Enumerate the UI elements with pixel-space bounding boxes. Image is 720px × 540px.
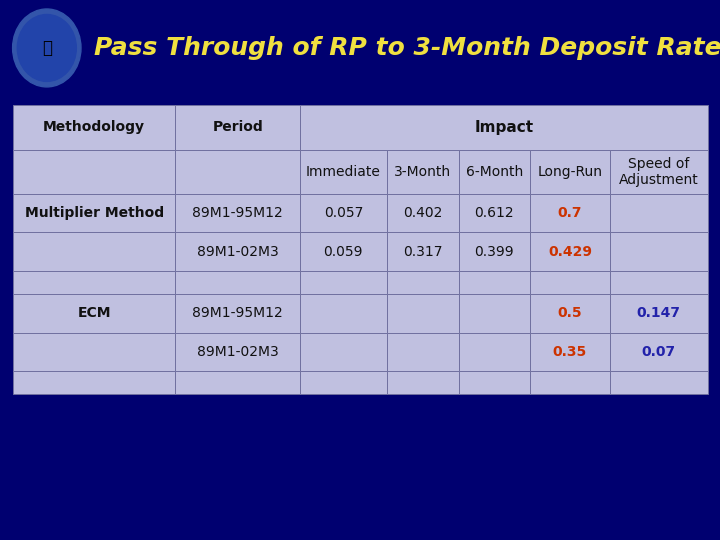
- FancyBboxPatch shape: [13, 105, 176, 150]
- Text: 0.07: 0.07: [642, 345, 676, 359]
- FancyBboxPatch shape: [459, 150, 531, 194]
- FancyBboxPatch shape: [531, 150, 610, 194]
- FancyBboxPatch shape: [610, 371, 708, 394]
- Text: 89M1-02M3: 89M1-02M3: [197, 245, 279, 259]
- Text: 0.399: 0.399: [474, 245, 514, 259]
- Text: 89M1-95M12: 89M1-95M12: [192, 206, 283, 220]
- FancyBboxPatch shape: [531, 194, 610, 232]
- Text: 0.612: 0.612: [474, 206, 514, 220]
- FancyBboxPatch shape: [300, 194, 387, 232]
- FancyBboxPatch shape: [176, 294, 300, 333]
- FancyBboxPatch shape: [176, 105, 300, 150]
- FancyBboxPatch shape: [531, 271, 610, 294]
- FancyBboxPatch shape: [531, 371, 610, 394]
- Text: Speed of
Adjustment: Speed of Adjustment: [618, 157, 698, 187]
- Text: 0.429: 0.429: [548, 245, 592, 259]
- Text: Multiplier Method: Multiplier Method: [24, 206, 163, 220]
- FancyBboxPatch shape: [459, 371, 531, 394]
- FancyBboxPatch shape: [459, 271, 531, 294]
- FancyBboxPatch shape: [176, 271, 300, 294]
- FancyBboxPatch shape: [610, 294, 708, 333]
- FancyBboxPatch shape: [176, 333, 300, 371]
- Text: Period: Period: [212, 120, 263, 134]
- Text: 0.059: 0.059: [323, 245, 363, 259]
- Text: 0.057: 0.057: [324, 206, 363, 220]
- FancyBboxPatch shape: [387, 294, 459, 333]
- FancyBboxPatch shape: [459, 232, 531, 271]
- FancyBboxPatch shape: [610, 150, 708, 194]
- Ellipse shape: [17, 15, 76, 82]
- FancyBboxPatch shape: [610, 333, 708, 371]
- FancyBboxPatch shape: [300, 150, 387, 194]
- FancyBboxPatch shape: [300, 105, 708, 150]
- FancyBboxPatch shape: [13, 333, 176, 371]
- Text: 0.7: 0.7: [558, 206, 582, 220]
- Text: Pass Through of RP to 3-Month Deposit Rate: Pass Through of RP to 3-Month Deposit Ra…: [94, 36, 720, 60]
- Text: ECM: ECM: [77, 306, 111, 320]
- FancyBboxPatch shape: [459, 194, 531, 232]
- Text: 6-Month: 6-Month: [466, 165, 523, 179]
- FancyBboxPatch shape: [610, 232, 708, 271]
- FancyBboxPatch shape: [13, 271, 176, 294]
- FancyBboxPatch shape: [300, 271, 387, 294]
- FancyBboxPatch shape: [300, 333, 387, 371]
- Text: 0.402: 0.402: [403, 206, 442, 220]
- FancyBboxPatch shape: [387, 150, 459, 194]
- FancyBboxPatch shape: [459, 294, 531, 333]
- FancyBboxPatch shape: [387, 371, 459, 394]
- FancyBboxPatch shape: [459, 333, 531, 371]
- Text: Impact: Impact: [474, 120, 534, 135]
- Text: 0.5: 0.5: [557, 306, 582, 320]
- FancyBboxPatch shape: [176, 371, 300, 394]
- FancyBboxPatch shape: [387, 271, 459, 294]
- FancyBboxPatch shape: [531, 333, 610, 371]
- FancyBboxPatch shape: [176, 232, 300, 271]
- FancyBboxPatch shape: [300, 232, 387, 271]
- Text: Long-Run: Long-Run: [537, 165, 603, 179]
- FancyBboxPatch shape: [531, 232, 610, 271]
- Text: 89M1-95M12: 89M1-95M12: [192, 306, 283, 320]
- Text: 0.317: 0.317: [403, 245, 442, 259]
- FancyBboxPatch shape: [531, 294, 610, 333]
- FancyBboxPatch shape: [176, 150, 300, 194]
- Text: 0.147: 0.147: [636, 306, 680, 320]
- FancyBboxPatch shape: [300, 294, 387, 333]
- FancyBboxPatch shape: [300, 371, 387, 394]
- Text: 🏛: 🏛: [42, 39, 52, 57]
- FancyBboxPatch shape: [610, 194, 708, 232]
- Text: 0.35: 0.35: [553, 345, 587, 359]
- FancyBboxPatch shape: [13, 150, 176, 194]
- Ellipse shape: [13, 9, 81, 87]
- Text: 3-Month: 3-Month: [394, 165, 451, 179]
- Text: 89M1-02M3: 89M1-02M3: [197, 345, 279, 359]
- FancyBboxPatch shape: [176, 194, 300, 232]
- Text: Immediate: Immediate: [306, 165, 381, 179]
- FancyBboxPatch shape: [610, 271, 708, 294]
- FancyBboxPatch shape: [13, 232, 176, 271]
- FancyBboxPatch shape: [13, 194, 176, 232]
- FancyBboxPatch shape: [13, 294, 176, 333]
- FancyBboxPatch shape: [387, 232, 459, 271]
- FancyBboxPatch shape: [13, 371, 176, 394]
- FancyBboxPatch shape: [387, 333, 459, 371]
- FancyBboxPatch shape: [387, 194, 459, 232]
- Text: Methodology: Methodology: [43, 120, 145, 134]
